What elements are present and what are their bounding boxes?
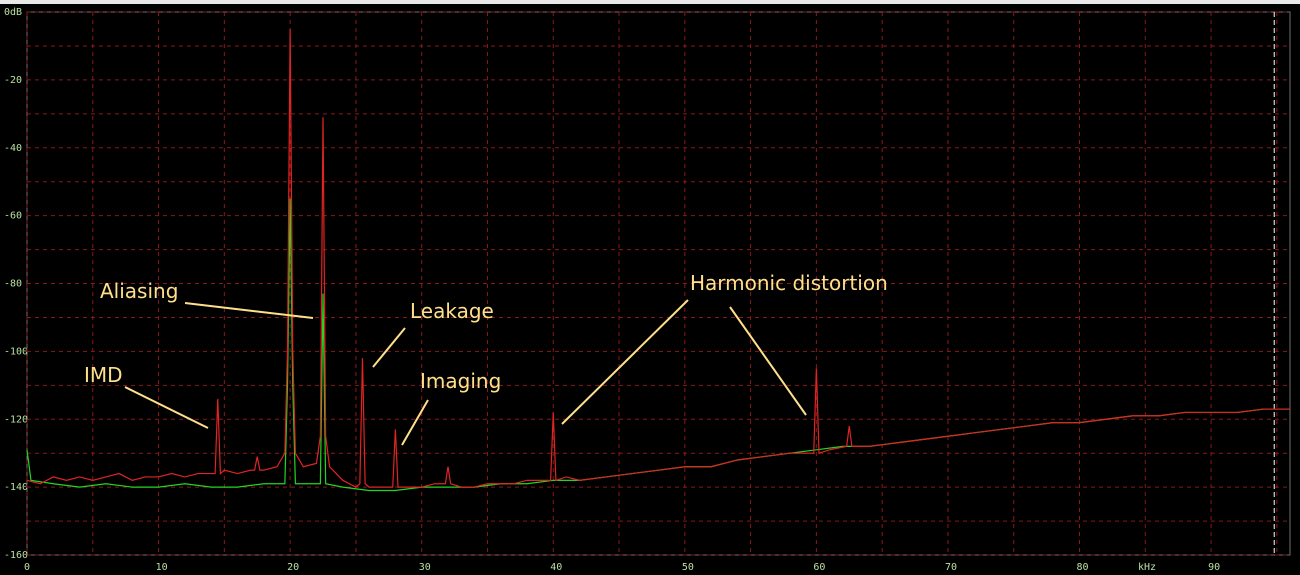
x-tick-label: 80 [1077,562,1089,573]
y-tick-label: -160 [4,550,28,561]
spectrum-line [26,28,1290,488]
y-tick-label: -120 [4,414,28,425]
annotation-leader [561,299,689,425]
y-tick-label: -40 [4,143,22,154]
x-tick-label: 70 [945,562,957,573]
x-tick-label: 20 [287,562,299,573]
x-tick-label: 40 [550,562,562,573]
x-tick-label: 30 [419,562,431,573]
annotation-leader [124,386,209,429]
annotation: Aliasing [100,279,178,303]
y-tick-label: -80 [4,279,22,290]
annotation-leader [401,399,429,446]
top-bar [0,0,1300,4]
annotation: Imaging [420,369,501,393]
annotation-leader [729,306,807,416]
y-tick-label: -60 [4,211,22,222]
y-tick-label: 0dB [4,7,22,18]
annotation: IMD [84,363,123,387]
x-axis-label: kHz [1138,562,1156,573]
x-tick-label: 60 [813,562,825,573]
annotation-leader [372,327,406,368]
annotation: Harmonic distortion [690,271,888,295]
y-tick-label: -100 [4,346,28,357]
y-tick-label: -140 [4,482,28,493]
x-tick-label: 90 [1208,562,1220,573]
x-tick-label: 0 [24,562,30,573]
x-tick-label: 10 [156,562,168,573]
annotation: Leakage [410,299,494,323]
annotation-leader [184,302,314,319]
x-tick-label: 50 [682,562,694,573]
y-tick-label: -20 [4,75,22,86]
